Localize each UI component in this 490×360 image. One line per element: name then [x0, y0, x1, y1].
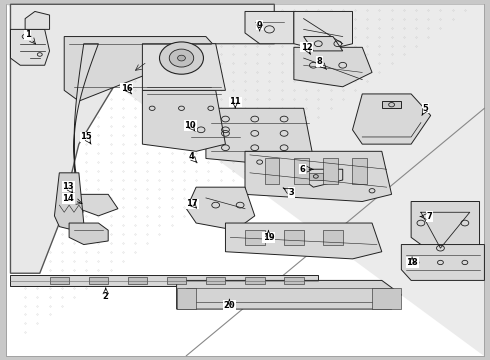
Polygon shape: [323, 158, 338, 184]
Polygon shape: [382, 101, 401, 108]
Polygon shape: [245, 12, 294, 44]
Text: 12: 12: [301, 43, 313, 54]
Polygon shape: [69, 223, 108, 244]
Polygon shape: [10, 275, 318, 286]
Polygon shape: [143, 44, 225, 90]
Text: 16: 16: [121, 84, 133, 94]
Polygon shape: [89, 277, 108, 284]
Text: 5: 5: [422, 104, 429, 116]
Polygon shape: [10, 30, 49, 65]
Polygon shape: [245, 151, 392, 202]
Text: 18: 18: [406, 257, 418, 267]
Polygon shape: [225, 223, 382, 259]
Polygon shape: [352, 158, 367, 184]
Text: 1: 1: [24, 30, 34, 42]
Polygon shape: [323, 230, 343, 244]
Polygon shape: [79, 194, 118, 216]
Text: 15: 15: [80, 132, 92, 144]
Polygon shape: [372, 288, 401, 309]
Text: 11: 11: [229, 97, 241, 108]
Text: 3: 3: [283, 188, 294, 197]
Polygon shape: [411, 202, 480, 259]
Polygon shape: [176, 280, 401, 309]
Polygon shape: [265, 158, 279, 184]
Polygon shape: [64, 37, 216, 101]
Polygon shape: [128, 277, 147, 284]
Polygon shape: [245, 277, 265, 284]
Polygon shape: [5, 4, 485, 356]
Text: 9: 9: [257, 21, 263, 31]
Polygon shape: [284, 277, 304, 284]
Text: 13: 13: [62, 182, 74, 194]
Polygon shape: [10, 4, 274, 273]
Circle shape: [169, 49, 194, 67]
Text: 19: 19: [263, 230, 274, 242]
Polygon shape: [49, 277, 69, 284]
Text: 20: 20: [223, 299, 235, 310]
Polygon shape: [54, 173, 84, 230]
Text: 8: 8: [317, 57, 325, 68]
Text: 6: 6: [300, 165, 311, 174]
Polygon shape: [206, 277, 225, 284]
Polygon shape: [167, 277, 186, 284]
Polygon shape: [294, 158, 309, 184]
Polygon shape: [206, 108, 314, 166]
Text: 7: 7: [423, 212, 433, 221]
Polygon shape: [186, 187, 255, 230]
Polygon shape: [5, 4, 485, 356]
Polygon shape: [304, 169, 343, 187]
Circle shape: [177, 55, 185, 61]
Text: 4: 4: [188, 152, 197, 163]
Polygon shape: [25, 12, 49, 30]
Polygon shape: [143, 90, 225, 151]
Text: 17: 17: [186, 199, 198, 208]
Circle shape: [159, 42, 203, 74]
Text: 14: 14: [62, 194, 80, 203]
Polygon shape: [352, 94, 431, 144]
Polygon shape: [74, 44, 98, 209]
Polygon shape: [309, 173, 323, 180]
Text: 2: 2: [103, 288, 109, 301]
Polygon shape: [294, 12, 352, 51]
Polygon shape: [401, 244, 485, 280]
Polygon shape: [176, 288, 196, 309]
Polygon shape: [284, 230, 304, 244]
Polygon shape: [245, 230, 265, 244]
Polygon shape: [304, 37, 343, 51]
Polygon shape: [186, 123, 245, 144]
Polygon shape: [294, 47, 372, 87]
Text: 10: 10: [184, 121, 196, 131]
